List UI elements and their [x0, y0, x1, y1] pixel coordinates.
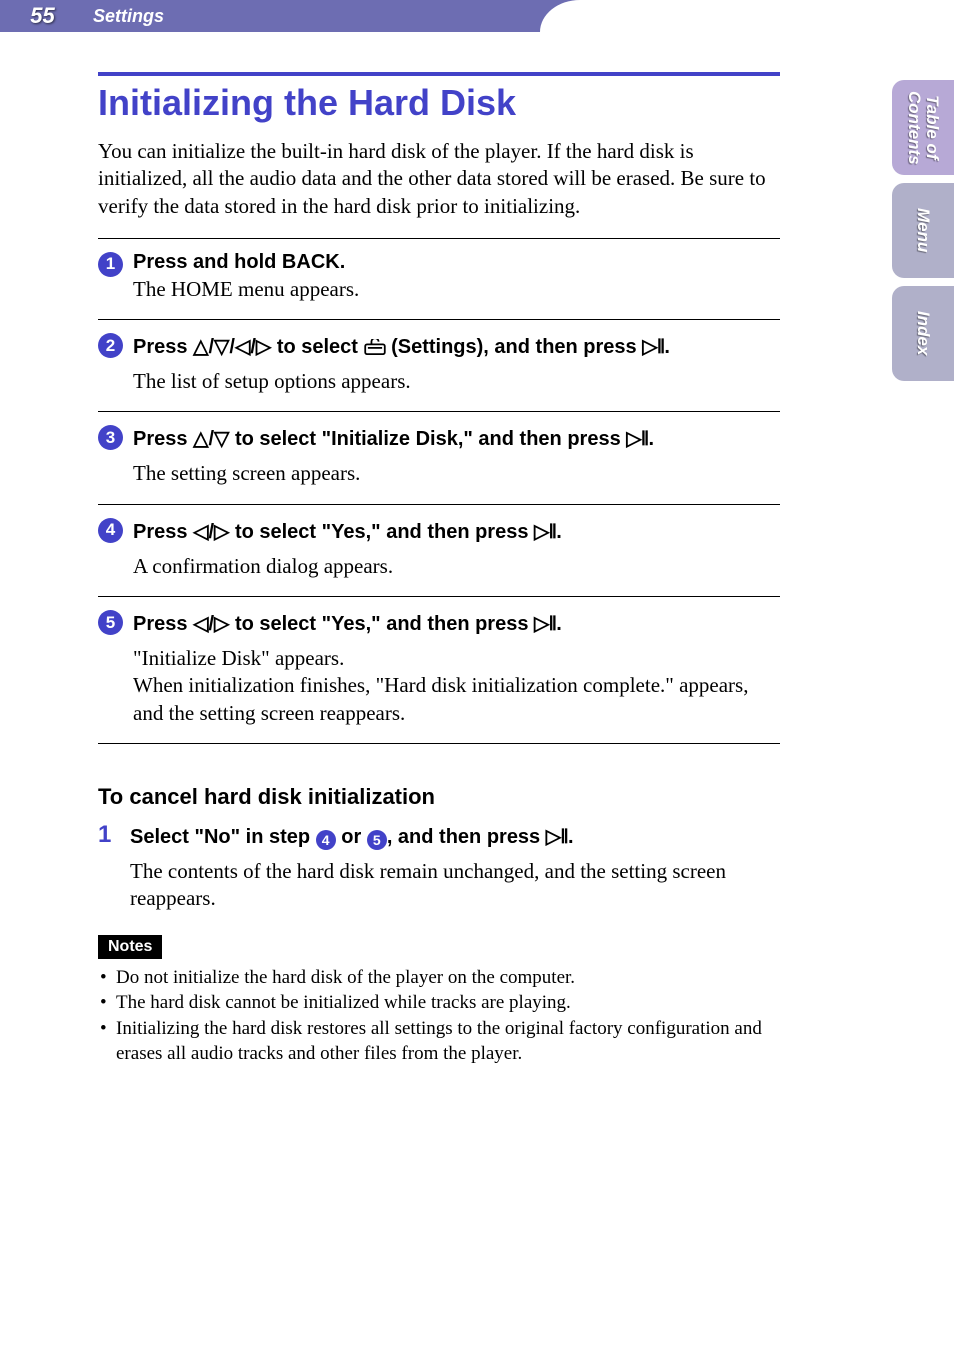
- step-result: The list of setup options appears.: [133, 368, 780, 395]
- instr-text: .: [648, 428, 654, 450]
- step-3: 3 Press △/▽ to select "Initialize Disk,"…: [98, 420, 780, 497]
- instr-text: to select "Yes," and then press: [229, 613, 534, 635]
- header-section-title: Settings: [85, 6, 164, 27]
- step-instruction: Press and hold BACK.: [133, 251, 780, 274]
- tab-menu[interactable]: Menu: [892, 183, 954, 278]
- step-separator: [98, 238, 780, 239]
- step-body: Press ◁/▷ to select "Yes," and then pres…: [133, 609, 780, 727]
- step-result: "Initialize Disk" appears. When initiali…: [133, 645, 780, 727]
- step-number-badge: 2: [98, 333, 123, 358]
- step-separator: [98, 743, 780, 744]
- cancel-body: Select "No" in step 4 or 5, and then pre…: [130, 822, 780, 913]
- cancel-heading: To cancel hard disk initialization: [98, 784, 780, 810]
- cancel-instruction: Select "No" in step 4 or 5, and then pre…: [130, 822, 780, 856]
- page-title: Initializing the Hard Disk: [98, 82, 780, 124]
- notes-label: Notes: [98, 935, 162, 959]
- instr-text: Press: [133, 336, 193, 358]
- intro-paragraph: You can initialize the built-in hard dis…: [98, 138, 780, 220]
- play-pause-symbol: ▷𝍪: [546, 826, 568, 848]
- instr-text: or: [336, 826, 367, 848]
- direction-symbols: △/▽: [193, 428, 229, 450]
- cancel-result: The contents of the hard disk remain unc…: [130, 858, 780, 913]
- play-pause-symbol: ▷𝍪: [642, 336, 664, 358]
- instr-text: (Settings), and then press: [386, 336, 643, 358]
- note-item: Initializing the hard disk restores all …: [98, 1016, 780, 1067]
- step-1: 1 Press and hold BACK. The HOME menu app…: [98, 247, 780, 313]
- instr-text: .: [556, 613, 562, 635]
- step-ref-badge: 5: [367, 830, 387, 850]
- direction-symbols: △/▽/◁/▷: [193, 336, 271, 358]
- step-separator: [98, 596, 780, 597]
- instr-text: Select "No" in step: [130, 826, 316, 848]
- cancel-step-number: 1: [98, 822, 120, 913]
- step-instruction: Press ◁/▷ to select "Yes," and then pres…: [133, 517, 780, 551]
- step-number-badge: 1: [98, 252, 123, 277]
- cancel-step: 1 Select "No" in step 4 or 5, and then p…: [98, 822, 780, 913]
- tab-label: Table of Contents: [905, 80, 941, 175]
- page-number: 55: [0, 3, 85, 29]
- instr-text: to select: [271, 336, 363, 358]
- step-number-badge: 4: [98, 518, 123, 543]
- notes-list: Do not initialize the hard disk of the p…: [98, 965, 780, 1068]
- instr-text: Press: [133, 613, 193, 635]
- step-result: A confirmation dialog appears.: [133, 553, 780, 580]
- step-4: 4 Press ◁/▷ to select "Yes," and then pr…: [98, 513, 780, 590]
- step-ref-badge: 4: [316, 830, 336, 850]
- tab-table-of-contents[interactable]: Table of Contents: [892, 80, 954, 175]
- title-rule: [98, 72, 780, 76]
- step-result: The HOME menu appears.: [133, 276, 780, 303]
- tab-index[interactable]: Index: [892, 286, 954, 381]
- note-item: The hard disk cannot be initialized whil…: [98, 990, 780, 1016]
- direction-symbols: ◁/▷: [193, 613, 229, 635]
- step-body: Press and hold BACK. The HOME menu appea…: [133, 251, 780, 303]
- step-separator: [98, 411, 780, 412]
- instr-text: .: [568, 826, 574, 848]
- step-separator: [98, 504, 780, 505]
- step-number-badge: 3: [98, 425, 123, 450]
- header-bar: 55 Settings: [0, 0, 954, 32]
- tab-label: Index: [914, 311, 932, 355]
- tab-label: Menu: [914, 208, 932, 252]
- direction-symbols: ◁/▷: [193, 521, 229, 543]
- note-item: Do not initialize the hard disk of the p…: [98, 965, 780, 991]
- step-instruction: Press ◁/▷ to select "Yes," and then pres…: [133, 609, 780, 643]
- step-body: Press △/▽ to select "Initialize Disk," a…: [133, 424, 780, 487]
- instr-text: Press: [133, 428, 193, 450]
- step-5: 5 Press ◁/▷ to select "Yes," and then pr…: [98, 605, 780, 737]
- step-separator: [98, 319, 780, 320]
- header-right-blank: [600, 0, 954, 32]
- instr-text: .: [664, 336, 670, 358]
- step-result: The setting screen appears.: [133, 460, 780, 487]
- instr-text: to select "Yes," and then press: [229, 521, 534, 543]
- settings-icon: [364, 339, 386, 355]
- step-instruction: Press △/▽/◁/▷ to select (Settings), and …: [133, 332, 780, 366]
- instr-text: to select "Initialize Disk," and then pr…: [229, 428, 626, 450]
- instr-text: , and then press: [387, 826, 546, 848]
- play-pause-symbol: ▷𝍪: [534, 521, 556, 543]
- step-body: Press ◁/▷ to select "Yes," and then pres…: [133, 517, 780, 580]
- play-pause-symbol: ▷𝍪: [534, 613, 556, 635]
- page-content: Initializing the Hard Disk You can initi…: [0, 32, 880, 1067]
- step-instruction: Press △/▽ to select "Initialize Disk," a…: [133, 424, 780, 458]
- instr-text: Press: [133, 521, 193, 543]
- step-body: Press △/▽/◁/▷ to select (Settings), and …: [133, 332, 780, 395]
- step-2: 2 Press △/▽/◁/▷ to select (Settings), an…: [98, 328, 780, 405]
- play-pause-symbol: ▷𝍪: [626, 428, 648, 450]
- instr-text: .: [556, 521, 562, 543]
- step-number-badge: 5: [98, 610, 123, 635]
- side-tabs: Table of Contents Menu Index: [892, 80, 954, 381]
